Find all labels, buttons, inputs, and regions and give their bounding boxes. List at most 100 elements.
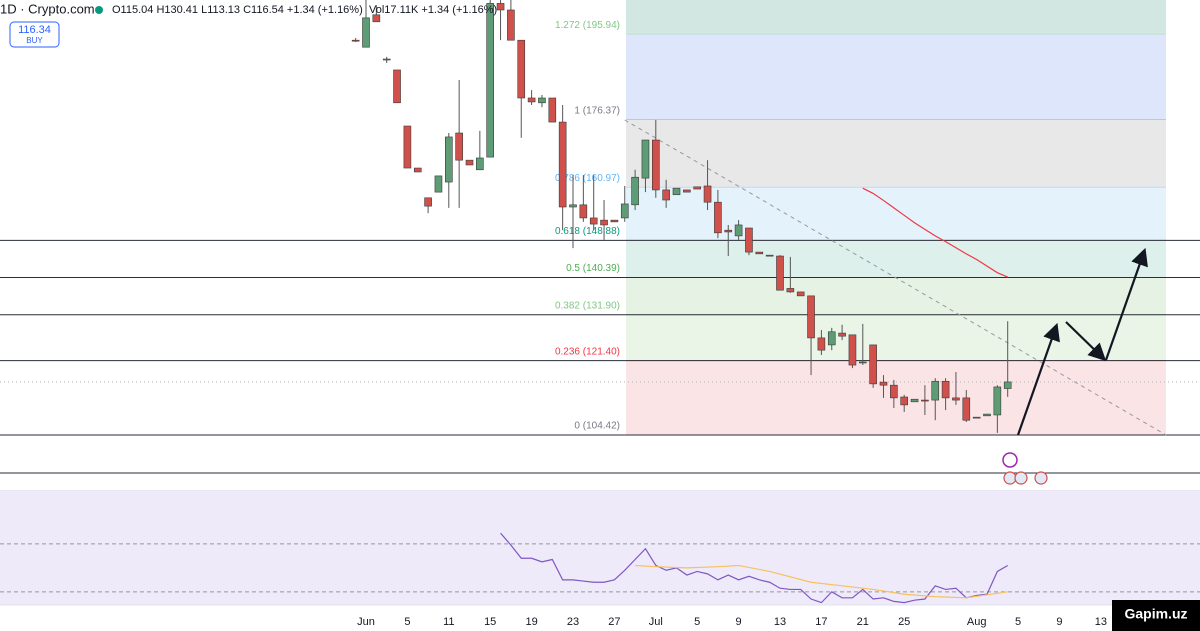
candle-body bbox=[362, 17, 370, 48]
x-tick-label: 21 bbox=[857, 616, 869, 628]
x-tick-label: 23 bbox=[567, 616, 579, 628]
flag-icon[interactable] bbox=[1014, 471, 1028, 485]
candle-body bbox=[962, 397, 971, 421]
x-tick-label: 17 bbox=[815, 616, 827, 628]
candle-body bbox=[641, 139, 650, 179]
ohlc: O115.04 H130.41 L113.13 C116.54 +1.34 (+… bbox=[112, 4, 363, 16]
rsi-background bbox=[0, 490, 1200, 605]
candle-body bbox=[579, 204, 588, 219]
candle-body bbox=[921, 399, 929, 402]
candle-body bbox=[538, 97, 546, 104]
candle-body bbox=[890, 384, 898, 399]
buy-button[interactable] bbox=[9, 21, 60, 48]
x-tick-label: 25 bbox=[898, 616, 910, 628]
candle-body bbox=[455, 132, 463, 161]
fib-label: 0.236 (121.40) bbox=[555, 346, 620, 357]
candle-body bbox=[486, 3, 495, 158]
event-icon[interactable] bbox=[1002, 452, 1018, 468]
candle-body bbox=[507, 9, 515, 41]
fib-label: 0.5 (140.39) bbox=[566, 263, 620, 274]
symbol: 1D · Crypto.com bbox=[0, 1, 95, 16]
candle-body bbox=[817, 337, 826, 351]
candle-body bbox=[382, 58, 391, 61]
candle-body bbox=[1003, 381, 1012, 389]
fib-label: 0 (104.42) bbox=[574, 421, 620, 432]
candle-body bbox=[910, 398, 919, 403]
candle-body bbox=[693, 186, 702, 190]
x-tick-label: Jun bbox=[357, 616, 375, 628]
candle-body bbox=[589, 217, 598, 225]
x-tick-label: 19 bbox=[525, 616, 537, 628]
time-axis: Jun 5 11 15 19 23 27 Jul 5 9 13 17 21 25 Aug 5 9 13 bbox=[0, 604, 1200, 628]
fib-label: 1.272 (195.94) bbox=[555, 20, 620, 31]
x-tick-label: 9 bbox=[736, 616, 742, 628]
fib-zone bbox=[626, 314, 1166, 361]
candle-body bbox=[651, 139, 660, 191]
candle-body bbox=[569, 204, 577, 208]
fib-label: 0.786 (160.97) bbox=[555, 173, 620, 184]
candle-body bbox=[703, 185, 712, 203]
candle-body bbox=[413, 167, 422, 173]
x-tick-label: 11 bbox=[443, 616, 454, 628]
candle-body bbox=[610, 219, 619, 223]
candle-body bbox=[548, 97, 557, 123]
x-tick-label: 13 bbox=[774, 616, 786, 628]
watermark-box bbox=[1112, 600, 1200, 631]
candle-body bbox=[600, 219, 608, 226]
x-tick-label: 5 bbox=[404, 616, 410, 628]
fib-zone bbox=[626, 0, 1166, 35]
candle-body bbox=[714, 201, 722, 234]
candle-body bbox=[983, 413, 991, 417]
price-pane bbox=[351, 0, 1012, 433]
candle-body bbox=[476, 157, 484, 171]
rsi-ma-line bbox=[635, 564, 1008, 599]
candle-body bbox=[434, 175, 443, 193]
candle-body bbox=[858, 361, 867, 364]
candle-body bbox=[796, 291, 805, 297]
candle-body bbox=[724, 229, 733, 233]
candle-body bbox=[672, 187, 681, 196]
x-tick-label: 5 bbox=[1015, 616, 1021, 628]
projection-arrow bbox=[1016, 322, 1060, 436]
flag-icon[interactable] bbox=[1003, 471, 1017, 485]
candle-body bbox=[558, 121, 567, 208]
candle-body bbox=[465, 159, 474, 166]
x-tick-label: Jul bbox=[649, 616, 663, 628]
candle-body bbox=[776, 255, 784, 291]
candle-body bbox=[424, 197, 432, 207]
projection-arrow bbox=[1104, 247, 1148, 361]
candle-body bbox=[662, 189, 670, 201]
candle-body bbox=[372, 14, 381, 23]
candle-body bbox=[879, 381, 888, 386]
x-tick-label: Aug bbox=[967, 616, 987, 628]
candle-body bbox=[527, 97, 536, 103]
candle-body bbox=[993, 386, 1002, 416]
flag-icon[interactable] bbox=[1034, 471, 1048, 485]
fib-zone bbox=[626, 34, 1166, 121]
candle-body bbox=[941, 380, 950, 399]
candle-body bbox=[683, 189, 691, 193]
candle-body bbox=[807, 295, 815, 339]
status-dot bbox=[95, 6, 103, 14]
candle-body bbox=[745, 227, 753, 253]
buy-price: 116.34 bbox=[18, 24, 51, 36]
x-tick-label: 5 bbox=[694, 616, 700, 628]
x-tick-label: 9 bbox=[1056, 616, 1062, 628]
candle-body bbox=[869, 344, 877, 385]
candle-body bbox=[631, 176, 639, 206]
candle-body bbox=[900, 396, 909, 406]
x-tick-label: 13 bbox=[1095, 616, 1107, 628]
volume: Vol17.11K +1.34 (+1.16%) bbox=[369, 4, 497, 16]
rsi-line bbox=[500, 532, 1009, 604]
fib-label: 0.382 (131.90) bbox=[555, 300, 620, 311]
drawings bbox=[0, 119, 1200, 474]
candle-body bbox=[765, 254, 774, 257]
fib-zone bbox=[626, 120, 1166, 188]
candle-body bbox=[972, 416, 981, 419]
trend-line bbox=[624, 119, 1167, 436]
fib-retracement: 1.272 (195.94) 1 (176.37) 0.786 (160.97) 0.… bbox=[555, 0, 1166, 436]
candle-body bbox=[827, 331, 836, 346]
candle-body bbox=[848, 334, 857, 366]
rsi-pane bbox=[0, 490, 1200, 605]
